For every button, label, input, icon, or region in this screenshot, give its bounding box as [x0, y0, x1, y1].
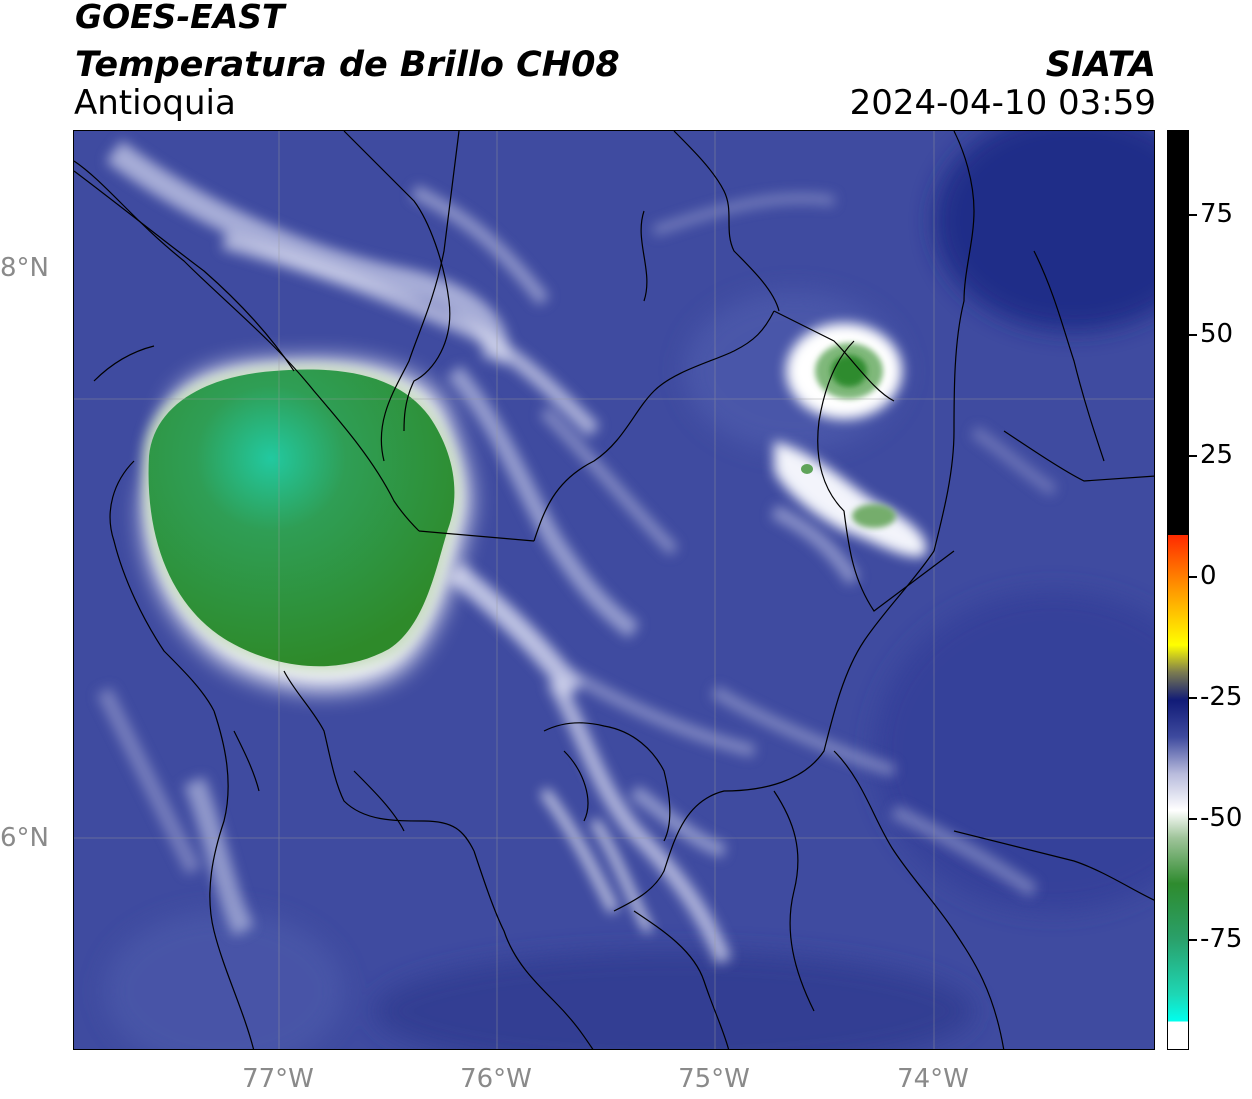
product-title: Temperatura de Brillo CH08: [75, 45, 620, 85]
colorbar-tick-75: [1189, 214, 1197, 216]
colorbar-label-minus25: -25: [1200, 682, 1243, 712]
brightness-temperature-map[interactable]: [73, 130, 1155, 1050]
colorbar-tick-25: [1189, 455, 1197, 457]
cirrus-streaks: [96, 140, 1058, 964]
datetime-label: 2024-04-10 03:59: [849, 83, 1156, 123]
colorbar-tick-minus75: [1189, 939, 1197, 941]
colorbar-label-25: 25: [1200, 440, 1234, 470]
light-region-sw: [104, 911, 344, 1049]
colorbar: [1167, 130, 1189, 1050]
organization-label: SIATA: [1045, 45, 1156, 85]
colorbar-tick-0: [1189, 576, 1197, 578]
colorbar-label-minus50: -50: [1200, 803, 1243, 833]
dark-region-ne: [934, 131, 1154, 331]
region-label: Antioquia: [74, 83, 236, 123]
graticule: [74, 131, 1154, 1049]
colorbar-label-50: 50: [1200, 319, 1234, 349]
dark-region-s: [374, 951, 974, 1049]
longitude-label-77w: 77°W: [242, 1064, 314, 1094]
convective-cell-north: [786, 323, 902, 419]
colorbar-tick-50: [1189, 334, 1197, 336]
boundaries: [74, 131, 1154, 1049]
metro-area-boundary: [543, 722, 671, 842]
longitude-label-76w: 76°W: [460, 1064, 532, 1094]
longitude-label-75w: 75°W: [678, 1064, 750, 1094]
longitude-label-74w: 74°W: [897, 1064, 969, 1094]
colorbar-tick-minus50: [1189, 818, 1197, 820]
latitude-label-6n: 6°N: [0, 823, 49, 853]
colorbar-label-minus75: -75: [1200, 924, 1243, 954]
convective-cell-south: [774, 441, 927, 557]
colorbar-label-75: 75: [1200, 199, 1234, 229]
map-canvas: [74, 131, 1154, 1049]
latitude-label-8n: 8°N: [0, 253, 49, 283]
coastline-gulf: [74, 160, 420, 532]
satellite-title: GOES-EAST: [75, 0, 285, 36]
colorbar-tick-minus25: [1189, 697, 1197, 699]
colorbar-label-0: 0: [1200, 561, 1217, 591]
